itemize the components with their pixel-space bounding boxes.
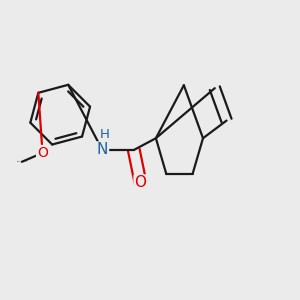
Text: methoxy: methoxy [22, 160, 28, 162]
Text: methoxy: methoxy [17, 161, 24, 162]
Text: H: H [100, 128, 110, 141]
Text: O: O [135, 176, 147, 190]
Text: O: O [37, 146, 48, 160]
Text: N: N [97, 142, 108, 158]
